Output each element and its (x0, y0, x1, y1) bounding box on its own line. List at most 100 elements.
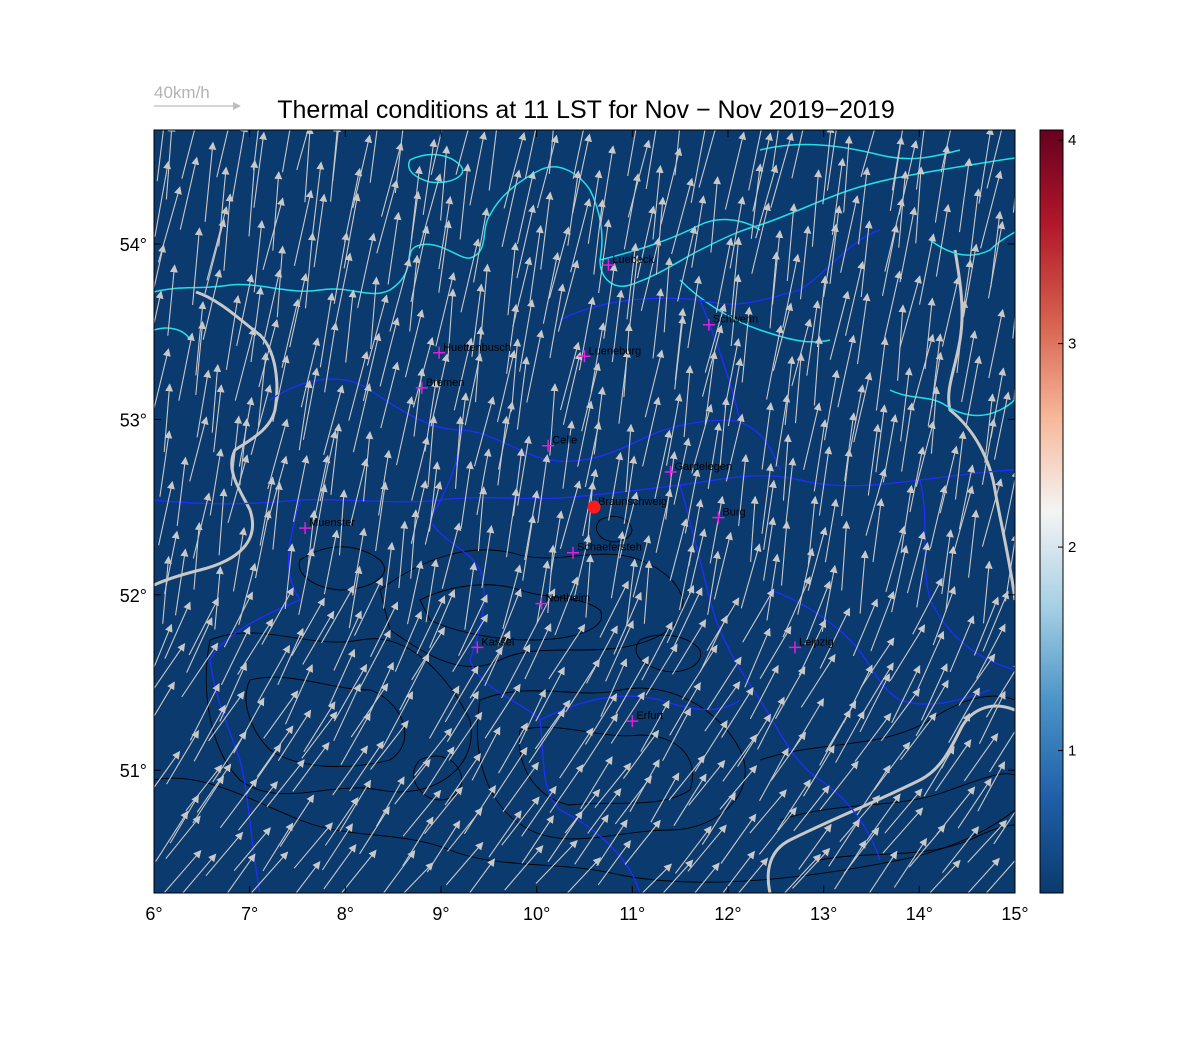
wind-arrow (501, 796, 540, 846)
wind-arrow (404, 309, 425, 378)
wind-arrow (311, 161, 325, 238)
station: Luebeck (602, 254, 655, 272)
wind-arrow (370, 720, 409, 770)
wind-arrow (856, 292, 871, 365)
wind-arrow (574, 814, 609, 865)
wind-arrow (806, 300, 821, 376)
wind-arrow (872, 498, 885, 563)
wind-arrow (794, 352, 805, 424)
wind-arrow (154, 290, 164, 327)
wind-arrow (749, 664, 779, 720)
station-label: Bremen (426, 377, 465, 389)
wind-arrow (627, 130, 637, 177)
wind-arrow (652, 164, 664, 240)
wind-arrow (935, 203, 952, 277)
wind-arrow (174, 548, 189, 616)
border-line (539, 695, 741, 721)
wind-arrow (698, 130, 716, 188)
wind-arrow (340, 712, 371, 765)
wind-arrow (949, 615, 975, 673)
wind-arrow (769, 251, 780, 329)
wind-arrow (645, 130, 657, 190)
wind-arrow (456, 392, 470, 466)
wind-arrow (333, 232, 350, 304)
wind-arrow (835, 710, 865, 763)
border-line (769, 589, 991, 705)
station-marker (712, 511, 725, 524)
station-label: Erfurt (636, 710, 663, 722)
wind-arrow (770, 132, 794, 208)
station-label: Northeim (545, 593, 590, 605)
wind-arrow (345, 289, 357, 363)
border-line (699, 299, 741, 421)
wind-arrow (941, 826, 980, 874)
wind-arrow (654, 429, 672, 499)
wind-arrow (375, 481, 389, 551)
wind-arrow (526, 329, 545, 403)
wind-arrow (967, 819, 1007, 863)
station-marker (578, 350, 591, 363)
wind-arrow (429, 685, 460, 739)
wind-arrow (505, 487, 520, 558)
wind-arrow (304, 232, 316, 309)
wind-arrow (394, 758, 431, 805)
wind-arrow (261, 587, 294, 645)
wind-arrow (584, 421, 602, 488)
wind-arrow (615, 655, 649, 714)
wind-arrow (304, 130, 314, 203)
x-tick-label: 11° (619, 904, 645, 924)
wind-arrow (909, 446, 926, 513)
wind-arrow (324, 796, 359, 846)
wind-arrow (281, 130, 291, 173)
wind-arrow (497, 415, 510, 486)
wind-arrow (154, 642, 186, 690)
wind-arrow (641, 621, 673, 681)
station-marker (702, 318, 715, 331)
wind-arrow (507, 242, 519, 316)
station-label: Gardelegen (675, 461, 733, 473)
y-tick-label: 54° (120, 235, 147, 255)
wind-arrow (220, 626, 251, 686)
border-line (559, 229, 881, 321)
wind-arrow (967, 857, 1000, 893)
station: Erfurt (626, 710, 663, 728)
wind-arrow (324, 322, 339, 393)
wind-arrow (816, 275, 829, 348)
reference-arrow-label: 40km/h (154, 83, 210, 102)
contour-line (419, 584, 602, 641)
wind-arrow (195, 301, 207, 376)
station: Northeim (535, 593, 590, 610)
wind-arrow (891, 544, 909, 613)
station: Lueneburg (578, 345, 642, 363)
wind-arrow (737, 857, 769, 893)
wind-arrow (993, 810, 1015, 845)
wind-arrow (460, 238, 481, 313)
wind-arrow (565, 658, 600, 713)
wind-arrow (517, 435, 532, 506)
wind-arrow (759, 747, 789, 802)
wind-arrow (722, 850, 756, 893)
wind-arrow (211, 363, 222, 433)
wind-arrow (719, 765, 758, 810)
wind-arrow (429, 589, 456, 649)
wind-arrow (430, 353, 450, 427)
wind-arrow (352, 383, 372, 453)
wind-arrow (469, 646, 503, 699)
wind-arrow (468, 858, 496, 893)
wind-arrow (645, 643, 678, 696)
wind-arrow (208, 690, 245, 742)
wind-arrow (298, 379, 313, 451)
wind-arrow (469, 131, 487, 206)
wind-arrow (516, 170, 536, 245)
wind-arrow (196, 763, 232, 813)
wind-arrow (455, 130, 469, 175)
wind-arrow (824, 498, 839, 563)
wind-arrow (441, 522, 462, 589)
wind-arrow (406, 560, 424, 625)
wind-arrow (496, 349, 517, 423)
station-label: Lueneburg (589, 345, 642, 357)
wind-arrow (196, 369, 212, 438)
wind-arrow (213, 384, 225, 453)
wind-arrow (900, 712, 937, 761)
wind-arrow (941, 529, 954, 594)
